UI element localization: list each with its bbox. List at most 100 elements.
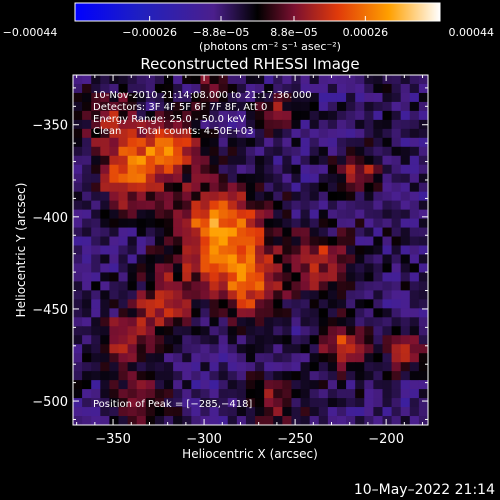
heatmap-cell <box>91 227 101 238</box>
heatmap-cell <box>236 281 247 291</box>
heatmap-cell <box>91 416 101 425</box>
heatmap-cell <box>100 182 111 193</box>
heatmap-cell <box>346 92 356 103</box>
heatmap-cell <box>145 146 156 157</box>
heatmap-cell <box>73 254 83 265</box>
heatmap-cell <box>300 299 311 309</box>
heatmap-cell <box>264 173 274 184</box>
heatmap-cell <box>91 263 101 274</box>
heatmap-cell <box>173 299 183 309</box>
heatmap-cell <box>145 344 156 354</box>
heatmap-cell <box>318 371 329 381</box>
heatmap-cell <box>218 290 229 300</box>
heatmap-cell <box>191 416 202 425</box>
heatmap-cell <box>291 263 302 274</box>
heatmap-cell <box>164 290 174 300</box>
heatmap-cell <box>409 182 420 193</box>
heatmap-cell <box>391 191 402 202</box>
heatmap-cell <box>291 281 302 291</box>
heatmap-cell <box>273 209 283 220</box>
heatmap-cell <box>264 110 274 121</box>
heatmap-cell <box>200 389 211 399</box>
heatmap-cell <box>164 128 174 139</box>
heatmap-cell <box>127 209 138 220</box>
heatmap-cell <box>245 380 256 390</box>
heatmap-cell <box>318 245 329 256</box>
heatmap-cell <box>291 236 302 247</box>
heatmap-cell <box>245 308 256 318</box>
heatmap-cell <box>91 290 101 300</box>
heatmap-cell <box>382 92 393 103</box>
heatmap-cell <box>154 200 165 211</box>
heatmap-cell <box>100 308 111 318</box>
heatmap-cell <box>391 236 402 247</box>
heatmap-cell <box>73 272 83 283</box>
heatmap-cell <box>355 389 365 399</box>
heatmap-cell <box>145 299 156 309</box>
heatmap-cell <box>373 83 384 94</box>
heatmap-cell <box>300 209 311 220</box>
heatmap-cell <box>364 236 374 247</box>
heatmap-cell <box>336 110 347 121</box>
heatmap-cell <box>173 371 183 381</box>
heatmap-cell <box>282 407 293 417</box>
heatmap-cell <box>191 380 202 390</box>
heatmap-cell <box>300 146 311 157</box>
heatmap-cell <box>73 173 83 184</box>
heatmap-cell <box>118 75 129 85</box>
heatmap-cell <box>346 407 356 417</box>
heatmap-cell <box>209 236 220 247</box>
heatmap-cell <box>82 137 92 148</box>
heatmap-cell <box>209 182 220 193</box>
y-tick-label: −450 <box>32 303 68 318</box>
heatmap-cell <box>200 164 211 175</box>
heatmap-cell <box>182 362 192 372</box>
heatmap-cell <box>209 380 220 390</box>
heatmap-cell <box>391 173 402 184</box>
heatmap-cell <box>346 155 356 166</box>
x-tick-label: −350 <box>95 432 131 447</box>
heatmap-cell <box>382 362 393 372</box>
heatmap-cell <box>145 398 156 408</box>
heatmap-cell <box>100 371 111 381</box>
heatmap-cell <box>336 344 347 354</box>
heatmap-cell <box>209 344 220 354</box>
heatmap-cell <box>273 281 283 291</box>
heatmap-cell <box>164 146 174 157</box>
heatmap-cell <box>409 335 420 345</box>
heatmap-cell <box>91 299 101 309</box>
heatmap-cell <box>346 353 356 363</box>
heatmap-cell <box>127 155 138 166</box>
heatmap-cell <box>309 236 320 247</box>
heatmap-cell <box>400 236 411 247</box>
annotation-block: 10-Nov-2010 21:14:08.000 to 21:17:36.000… <box>93 90 312 137</box>
heatmap-cell <box>82 299 92 309</box>
heatmap-cell <box>173 101 183 112</box>
heatmap-cell <box>154 164 165 175</box>
heatmap-cell <box>182 335 192 345</box>
heatmap-cell <box>91 119 101 130</box>
heatmap-cell <box>109 254 120 265</box>
heatmap-cell <box>73 146 83 157</box>
heatmap-cell <box>400 155 411 166</box>
heatmap-cell <box>391 281 402 291</box>
heatmap-cell <box>327 371 338 381</box>
heatmap-cell <box>200 317 211 327</box>
heatmap-cell <box>145 272 156 283</box>
heatmap-cell <box>300 362 311 372</box>
heatmap-cell <box>336 290 347 300</box>
heatmap-cell <box>391 371 402 381</box>
heatmap-cell <box>409 254 420 265</box>
heatmap-cell <box>145 353 156 363</box>
heatmap-cell <box>118 173 129 184</box>
heatmap-cell <box>291 254 302 265</box>
heatmap-cell <box>236 236 247 247</box>
heatmap-cell <box>300 380 311 390</box>
heatmap-cell <box>73 290 83 300</box>
heatmap-cell <box>91 236 101 247</box>
heatmap-cell <box>154 344 165 354</box>
heatmap-cell <box>245 245 256 256</box>
heatmap-cell <box>300 272 311 283</box>
heatmap-cell <box>264 398 274 408</box>
heatmap-cell <box>73 263 83 274</box>
